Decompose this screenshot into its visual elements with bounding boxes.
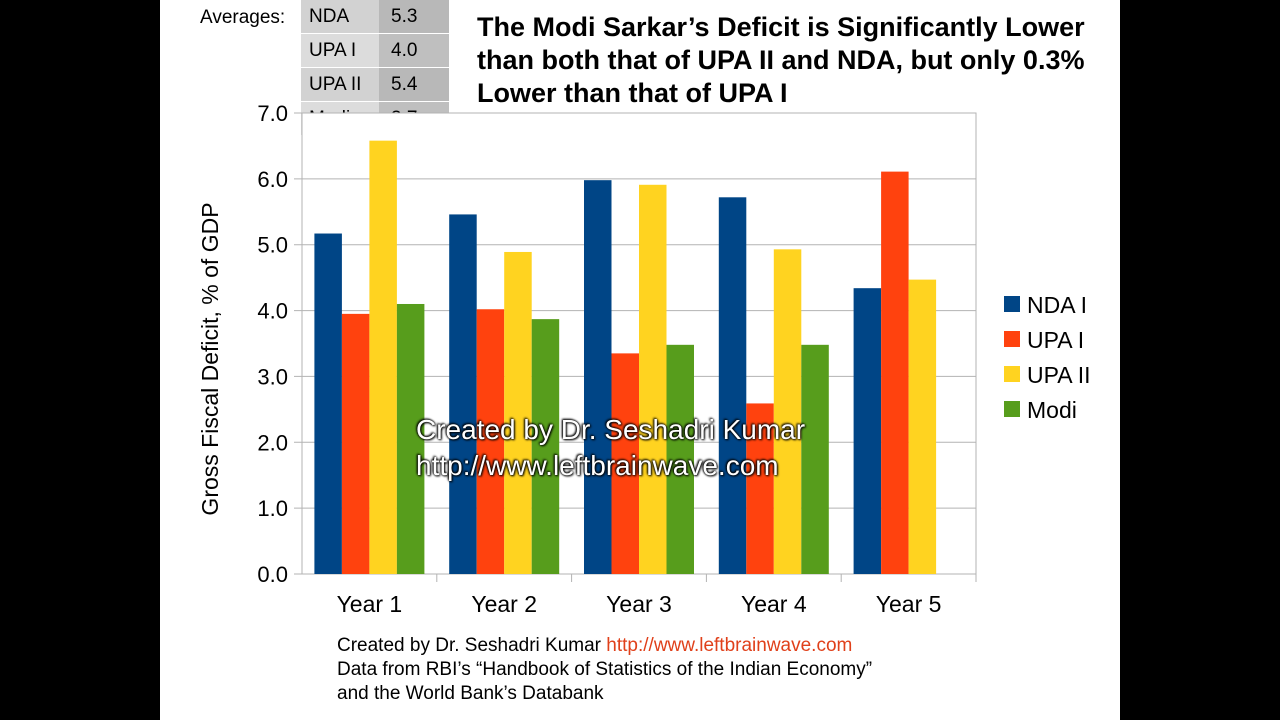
averages-table: NDA 5.3 UPA I 4.0 UPA II 5.4 Modi 3.7 — [301, 0, 449, 136]
averages-row: UPA I 4.0 — [301, 34, 449, 68]
y-axis-title: Gross Fiscal Deficit, % of GDP — [197, 202, 223, 515]
bar — [396, 303, 425, 574]
legend-swatch — [1004, 366, 1020, 382]
credits-url: http://www.leftbrainwave.com — [606, 635, 853, 656]
averages-row: NDA 5.3 — [301, 0, 449, 34]
averages-name: NDA — [301, 0, 379, 34]
chart-title: The Modi Sarkar’s Deficit is Significant… — [477, 12, 1085, 108]
bar-chart: 0.0 1.0 2.0 3.0 4.0 5.0 6.0 7.0 Year 1 Year 2 Year… — [197, 101, 1091, 617]
legend-label: UPA I — [1027, 327, 1084, 353]
bar — [531, 319, 560, 574]
bar — [718, 197, 747, 574]
y-tick-label: 2.0 — [257, 430, 288, 455]
bar — [908, 279, 937, 574]
bar — [341, 313, 370, 574]
averages-name: UPA I — [301, 34, 379, 68]
y-tick-label: 7.0 — [257, 101, 288, 126]
y-tick-label: 6.0 — [257, 167, 288, 192]
bar — [369, 140, 397, 574]
y-tick-label: 3.0 — [257, 364, 288, 389]
axes: 0.0 1.0 2.0 3.0 4.0 5.0 6.0 7.0 Year 1 Year 2 Year… — [257, 101, 977, 617]
averages-value: 5.3 — [379, 0, 449, 34]
bar — [881, 171, 909, 574]
averages-value: 5.4 — [379, 68, 449, 102]
credits-line-3: and the World Bank’s Databank — [337, 683, 604, 704]
averages-label: Averages: — [200, 7, 286, 28]
legend: NDA I UPA I UPA II Modi — [1004, 292, 1091, 423]
credits-line-2: Data from RBI’s “Handbook of Statistics … — [337, 659, 873, 680]
bar — [504, 251, 532, 575]
watermark-author: Created by Dr. Seshadri Kumar — [416, 414, 806, 445]
y-tick-label: 4.0 — [257, 299, 288, 324]
legend-swatch — [1004, 401, 1020, 417]
legend-label: UPA II — [1027, 362, 1091, 388]
bar — [801, 344, 829, 574]
bar — [639, 184, 667, 574]
x-tick-label: Year 1 — [337, 591, 403, 617]
averages-value: 4.0 — [379, 34, 449, 68]
bars — [314, 140, 937, 575]
bar — [314, 233, 342, 575]
bar — [584, 180, 612, 574]
bar — [476, 309, 505, 574]
watermark-url: http://www.leftbrainwave.com — [416, 450, 779, 481]
bar — [449, 214, 477, 575]
bar — [666, 344, 694, 574]
averages-name: UPA II — [301, 68, 379, 102]
x-tick-label: Year 2 — [471, 591, 537, 617]
legend-label: Modi — [1027, 397, 1077, 423]
legend-swatch — [1004, 331, 1020, 347]
x-tick-label: Year 4 — [741, 591, 807, 617]
bar — [773, 249, 802, 574]
y-tick-label: 0.0 — [257, 562, 288, 587]
credits-author: Created by Dr. Seshadri Kumar — [337, 635, 607, 656]
credits-line-1: Created by Dr. Seshadri Kumar http://www… — [337, 634, 872, 658]
averages-row: UPA II 5.4 — [301, 68, 449, 102]
legend-swatch — [1004, 296, 1020, 312]
y-tick-label: 1.0 — [257, 496, 288, 521]
bar — [853, 288, 882, 574]
x-tick-label: Year 3 — [606, 591, 672, 617]
credits: Created by Dr. Seshadri Kumar http://www… — [337, 634, 872, 706]
bar — [746, 403, 774, 574]
x-tick-label: Year 5 — [876, 591, 942, 617]
y-tick-label: 5.0 — [257, 233, 288, 258]
bar — [611, 353, 639, 574]
legend-label: NDA I — [1027, 292, 1087, 318]
slide: Averages: NDA 5.3 UPA I 4.0 UPA II 5.4 M… — [160, 0, 1120, 720]
